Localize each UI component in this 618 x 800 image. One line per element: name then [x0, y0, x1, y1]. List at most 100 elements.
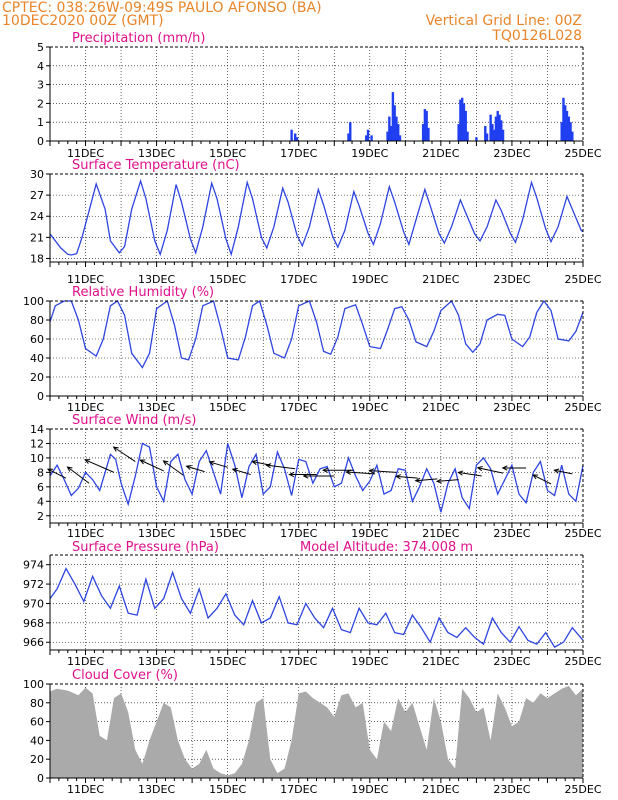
y-tick-label: 8	[37, 466, 44, 479]
wind-arrow-shaft	[209, 461, 228, 468]
panel-1: Precipitation (mm/h) 0 1 2 3 4 5 11DEC 13DEC 15DE…	[37, 31, 602, 160]
y-tick-label: 10	[30, 452, 44, 465]
precip-bar	[290, 129, 293, 141]
y-tick-label: 100	[23, 295, 44, 308]
x-tick-label: 21DEC	[422, 273, 459, 286]
wind-arrow	[553, 468, 573, 475]
wind-arrow-shaft	[532, 474, 552, 485]
wind-arrow-shaft	[163, 460, 184, 476]
precip-bar	[500, 120, 503, 141]
precip-bar	[459, 99, 462, 141]
x-tick-label: 21DEC	[422, 401, 459, 414]
x-tick-label: 21DEC	[422, 655, 459, 668]
y-tick-label: 14	[30, 423, 44, 436]
panel-title: Surface Temperature (nC)	[72, 158, 240, 173]
panel-2: Surface Temperature (nC) 18 21 24 27 30 11DEC 1…	[30, 158, 602, 286]
wind-arrow-shaft	[84, 459, 115, 473]
precip-bar	[475, 137, 478, 141]
x-tick-label: 23DEC	[493, 655, 530, 668]
wind-arrow-head	[66, 466, 73, 472]
precip-bar	[462, 103, 466, 141]
wind-arrow-shaft	[436, 479, 459, 482]
y-tick-label: 5	[37, 41, 44, 54]
x-tick-label: 19DEC	[351, 783, 388, 796]
header-datetime: 10DEC2020 00Z (GMT)	[2, 13, 164, 29]
precip-bar	[492, 129, 496, 141]
precip-bar	[571, 131, 574, 141]
precip-bar	[498, 114, 501, 141]
wind-arrow	[435, 478, 459, 484]
panel-annotation: Model Altitude: 374.008 m	[300, 540, 473, 555]
wind-arrow-shaft	[266, 464, 296, 470]
y-tick-label: 80	[30, 697, 44, 710]
wind-arrow-shaft	[232, 468, 251, 476]
y-tick-label: 6	[37, 481, 44, 494]
y-tick-label: 20	[30, 753, 44, 766]
precip-bar	[349, 122, 352, 141]
wind-arrow-head	[395, 474, 402, 480]
x-tick-label: 11DEC	[67, 273, 104, 286]
wind-arrow	[531, 474, 552, 485]
series-line	[49, 442, 584, 513]
y-tick-label: 972	[23, 578, 44, 591]
header-grid-note: Vertical Grid Line: 00Z	[425, 13, 582, 29]
x-tick-label: 17DEC	[280, 783, 317, 796]
wind-arrow-shaft	[477, 467, 504, 474]
panel-3: Relative Humidity (%) 0 20 40 60 80 100 11DEC 13…	[23, 285, 602, 414]
y-tick-label: 100	[23, 678, 44, 691]
panel-6: Cloud Cover (%) 0 20 40 60 80 100 11DEC 13DEC 15D…	[23, 668, 602, 796]
x-tick-label: 11DEC	[67, 655, 104, 668]
x-tick-label: 13DEC	[138, 783, 175, 796]
panel-5: Surface Pressure (hPa) Model Altitude: 37…	[23, 540, 602, 668]
y-tick-label: 970	[23, 597, 44, 610]
x-tick-label: 15DEC	[209, 527, 246, 540]
precip-bar	[397, 124, 400, 141]
x-tick-label: 17DEC	[280, 655, 317, 668]
wind-arrow-shaft	[67, 466, 90, 484]
panel-title: Surface Pressure (hPa)	[72, 540, 219, 555]
x-tick-label: 19DEC	[351, 273, 388, 286]
y-tick-label: 40	[30, 352, 44, 365]
wind-arrow-head	[265, 463, 272, 469]
y-tick-label: 0	[37, 135, 44, 148]
precip-bar	[395, 116, 398, 141]
wind-arrow	[162, 460, 184, 476]
panel-title: Surface Wind (m/s)	[72, 413, 196, 428]
wind-arrow-head	[302, 473, 309, 479]
y-tick-label: 968	[23, 617, 44, 630]
y-tick-label: 60	[30, 716, 44, 729]
y-tick-label: 966	[23, 636, 44, 649]
precip-bar	[484, 125, 487, 141]
wind-arrow-head	[84, 459, 91, 464]
x-tick-label: 17DEC	[280, 527, 317, 540]
precip-bar	[569, 122, 572, 141]
wind-arrow	[46, 468, 67, 479]
x-tick-label: 25DEC	[564, 783, 601, 796]
precip-bar	[398, 135, 402, 141]
panel-title: Precipitation (mm/h)	[72, 31, 205, 46]
y-tick-label: 1	[37, 116, 44, 129]
precip-bar	[464, 110, 467, 141]
y-tick-label: 2	[37, 97, 44, 110]
wind-arrow	[476, 466, 504, 474]
wind-arrow-head	[288, 471, 295, 478]
x-tick-label: 23DEC	[493, 527, 530, 540]
series-line	[49, 178, 584, 257]
y-tick-label: 21	[30, 231, 44, 244]
x-tick-label: 15DEC	[209, 783, 246, 796]
wind-arrow	[265, 463, 296, 470]
y-tick-label: 4	[37, 60, 44, 73]
precip-bar	[564, 105, 567, 141]
x-tick-label: 15DEC	[209, 147, 246, 160]
precip-bar	[496, 110, 499, 141]
precip-bar	[501, 129, 505, 141]
x-tick-label: 23DEC	[493, 783, 530, 796]
y-tick-label: 60	[30, 333, 44, 346]
cloud-area	[50, 685, 583, 778]
x-tick-label: 15DEC	[209, 401, 246, 414]
wind-arrow-head	[501, 465, 508, 471]
precip-bar	[425, 110, 428, 141]
x-tick-label: 19DEC	[351, 527, 388, 540]
